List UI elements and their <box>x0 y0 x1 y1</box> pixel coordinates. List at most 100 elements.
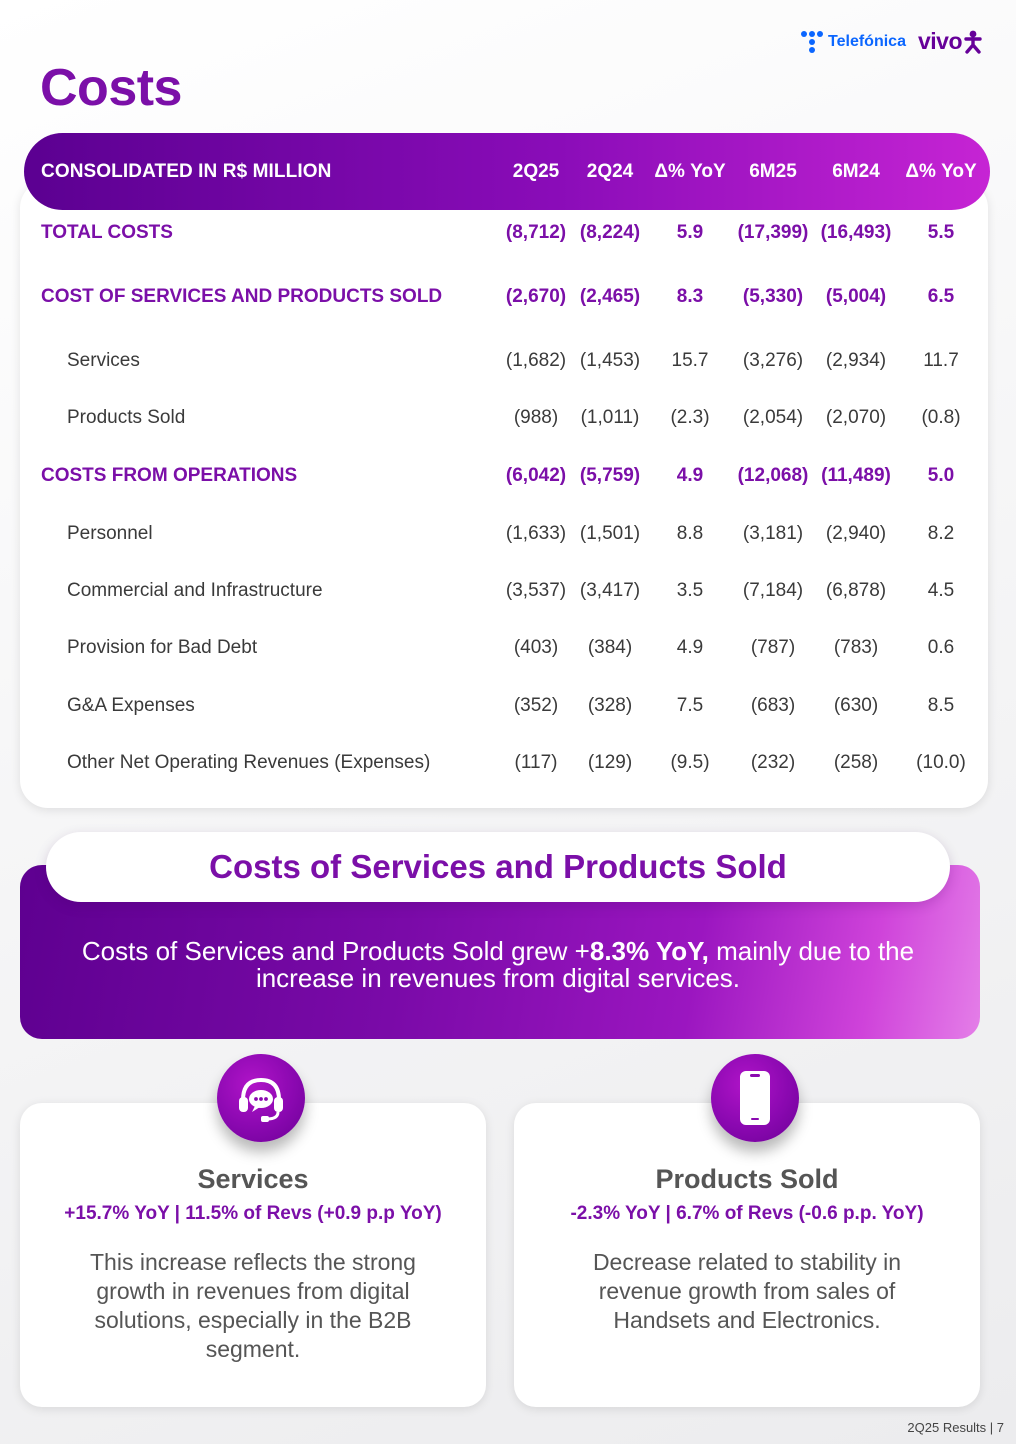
table-cell: (9.5) <box>670 752 710 773</box>
table-header-label: CONSOLIDATED IN R$ MILLION <box>41 161 332 182</box>
table-cell: (117) <box>514 752 558 773</box>
table-cell: (787) <box>750 637 796 658</box>
vivo-figure-icon <box>964 30 982 54</box>
table-cell: (232) <box>750 752 796 773</box>
column-header: Δ% YoY <box>654 161 726 182</box>
table-cell: 7.5 <box>676 695 704 716</box>
table-row: Services (1,682) (1,453) 15.7 (3,276) (2… <box>24 346 990 376</box>
table-cell: (352) <box>513 695 559 716</box>
table-row: Commercial and Infrastructure (3,537) (3… <box>24 576 990 606</box>
table-row: Products Sold (988) (1,011) (2.3) (2,054… <box>24 403 990 433</box>
table-cell: (258) <box>833 752 879 773</box>
row-label: TOTAL COSTS <box>41 222 173 243</box>
row-label: Other Net Operating Revenues (Expenses) <box>67 752 431 773</box>
table-cell: 5.0 <box>927 465 955 486</box>
row-label: Commercial and Infrastructure <box>67 580 323 601</box>
table-cell: (2,054) <box>742 407 804 428</box>
table-cell: (1,453) <box>579 350 641 371</box>
column-header: 6M24 <box>832 161 880 182</box>
products-sold-title: Products Sold <box>655 1164 839 1194</box>
table-cell: (1,633) <box>505 523 567 544</box>
banner-text-end: mainly due to the increase in revenues f… <box>255 936 915 993</box>
table-cell: 5.9 <box>676 222 704 243</box>
table-cell: (2,670) <box>505 286 567 307</box>
table-cell: (3,537) <box>505 580 567 601</box>
row-label: Products Sold <box>67 407 186 428</box>
table-cell: (630) <box>833 695 879 716</box>
table-row: Personnel (1,633) (1,501) 8.8 (3,181) (2… <box>24 519 990 549</box>
banner-text-start: Costs of Services and Products Sold grew… <box>81 936 590 966</box>
services-card <box>20 1103 486 1407</box>
table-cell: 8.8 <box>676 523 704 544</box>
table-cell: 4.9 <box>676 465 704 486</box>
table-cell: (12,068) <box>737 465 809 486</box>
column-header: 2Q24 <box>586 161 634 182</box>
brand-logos: Telefónica vivo <box>801 28 982 55</box>
table-cell: 15.7 <box>671 350 709 371</box>
services-stat: +15.7% YoY | 11.5% of Revs (+0.9 p.p YoY… <box>64 1203 442 1224</box>
row-label: Provision for Bad Debt <box>67 637 258 658</box>
page-title: Costs <box>40 59 182 117</box>
table-cell: (5,330) <box>742 286 804 307</box>
telefonica-logo-text: Telefónica <box>828 32 906 50</box>
costs-table-card <box>20 180 988 808</box>
vivo-logo-text: vivo <box>917 28 963 54</box>
smartphone-icon <box>711 1054 799 1142</box>
banner-text-highlight: 8.3% YoY, <box>589 936 709 966</box>
table-cell: (10.0) <box>916 752 966 773</box>
row-label: COSTS FROM OPERATIONS <box>41 465 298 486</box>
table-cell: 6.5 <box>927 286 955 307</box>
vivo-logo: vivo <box>918 28 982 55</box>
products-sold-card <box>514 1103 980 1407</box>
column-header: 2Q25 <box>512 161 560 182</box>
row-label: G&A Expenses <box>67 695 195 716</box>
table-cell: 4.9 <box>676 637 704 658</box>
page-footer: 2Q25 Results | 7 <box>907 1420 1004 1435</box>
table-cell: (3,417) <box>579 580 641 601</box>
table-cell: (2,465) <box>579 286 641 307</box>
services-text: This increase reflects the strong growth… <box>90 1249 416 1362</box>
table-row: TOTAL COSTS (8,712) (8,224) 5.9 (17,399)… <box>24 218 990 248</box>
services-title: Services <box>197 1164 309 1194</box>
telefonica-dots-icon <box>801 30 824 53</box>
products-sold-stat: -2.3% YoY | 6.7% of Revs (-0.6 p.p. YoY) <box>570 1203 924 1224</box>
banner-title: Costs of Services and Products Sold <box>46 832 950 902</box>
column-header: Δ% YoY <box>905 161 977 182</box>
table-cell: (1,011) <box>580 407 640 428</box>
table-cell: (403) <box>513 637 559 658</box>
banner-text: Costs of Services and Products Sold grew… <box>60 938 936 992</box>
table-cell: (384) <box>587 637 633 658</box>
row-label: Personnel <box>67 523 153 544</box>
row-label: COST OF SERVICES AND PRODUCTS SOLD <box>41 286 443 307</box>
table-cell: (988) <box>513 407 559 428</box>
table-cell: (129) <box>587 752 633 773</box>
table-cell: (3,276) <box>742 350 804 371</box>
table-cell: (5,004) <box>825 286 887 307</box>
table-cell: (5,759) <box>579 465 641 486</box>
headset-chat-icon <box>217 1054 305 1142</box>
table-cell: 0.6 <box>927 637 955 658</box>
telefonica-logo: Telefónica <box>801 30 906 53</box>
table-row: COSTS FROM OPERATIONS (6,042) (5,759) 4.… <box>24 461 990 491</box>
table-cell: (0.8) <box>921 407 961 428</box>
table-cell: (328) <box>587 695 633 716</box>
table-cell: (8,224) <box>579 222 641 243</box>
products-sold-text: Decrease related to stability in revenue… <box>592 1249 902 1333</box>
table-cell: 4.5 <box>927 580 955 601</box>
table-row: COST OF SERVICES AND PRODUCTS SOLD (2,67… <box>24 282 990 312</box>
table-cell: (17,399) <box>737 222 809 243</box>
table-cell: (1,682) <box>505 350 567 371</box>
table-cell: 8.2 <box>927 523 955 544</box>
table-cell: (683) <box>750 695 796 716</box>
table-cell: 8.5 <box>927 695 955 716</box>
column-header: 6M25 <box>749 161 797 182</box>
table-cell: (16,493) <box>820 222 892 243</box>
table-header: CONSOLIDATED IN R$ MILLION 2Q25 2Q24 Δ% … <box>24 133 990 210</box>
table-cell: 3.5 <box>676 580 704 601</box>
table-row: Other Net Operating Revenues (Expenses) … <box>24 748 990 778</box>
table-row: G&A Expenses (352) (328) 7.5 (683) (630)… <box>24 691 990 721</box>
table-cell: (2.3) <box>670 407 710 428</box>
table-cell: (3,181) <box>742 523 804 544</box>
row-label: Services <box>67 350 140 371</box>
table-cell: (6,878) <box>825 580 887 601</box>
